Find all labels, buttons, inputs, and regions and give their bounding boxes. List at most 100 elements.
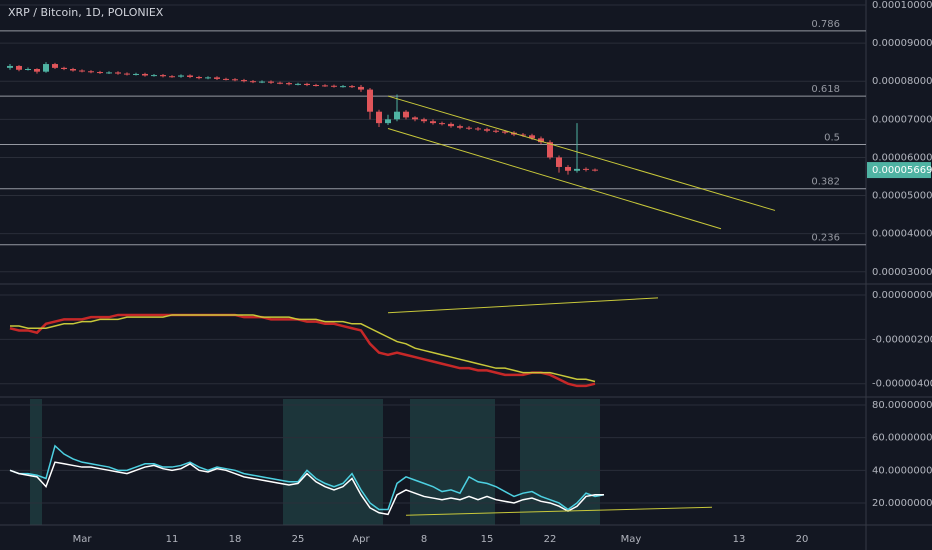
x-tick-label: 13 — [733, 534, 746, 545]
candle-body — [142, 73, 148, 76]
y-tick-label: -0.00000400 — [872, 379, 932, 390]
series-line — [10, 314, 596, 383]
candle-body — [169, 76, 175, 78]
candle-body — [421, 119, 427, 122]
candle-body — [448, 123, 454, 127]
candle-body — [358, 86, 364, 90]
candle-body — [187, 75, 193, 78]
candle-body — [268, 81, 274, 83]
candle-body — [502, 131, 508, 133]
band — [283, 399, 383, 525]
x-tick-label: 25 — [292, 534, 305, 545]
y-tick-label: 0.00005000 — [872, 191, 932, 202]
fib-label: 0.5 — [824, 132, 840, 143]
x-tick-label: 22 — [544, 534, 557, 545]
candle-body — [61, 67, 67, 69]
trendline — [387, 297, 659, 314]
candle-body — [322, 85, 328, 87]
series-line — [9, 313, 596, 388]
candle-body — [16, 65, 22, 70]
x-tick-label: Apr — [352, 534, 370, 545]
candle-body — [493, 130, 499, 132]
fib-label: 0.618 — [811, 84, 840, 95]
candle-body — [151, 75, 157, 77]
candle-body — [475, 128, 481, 130]
candle-body — [565, 166, 571, 171]
y-tick-label: 0.00009000 — [872, 38, 932, 49]
x-tick-label: 8 — [421, 534, 427, 545]
candle-body — [223, 78, 229, 80]
y-tick-label: 0.00008000 — [872, 76, 932, 87]
candle-body — [34, 68, 40, 72]
candle-body — [241, 80, 247, 82]
candle-body — [52, 64, 58, 68]
x-tick-label: Mar — [73, 534, 93, 545]
last-price-label: 0.00005669 — [872, 165, 932, 176]
x-tick-label: 15 — [481, 534, 494, 545]
band — [410, 399, 495, 525]
candle-body — [529, 135, 535, 139]
candle-body — [367, 89, 373, 112]
candle-body — [412, 117, 418, 120]
candle-body — [583, 168, 589, 170]
candle-body — [394, 111, 400, 120]
candle-body — [70, 68, 76, 71]
series-line — [9, 461, 604, 516]
candle-body — [340, 86, 346, 88]
x-tick-label: May — [621, 534, 642, 545]
candle-body — [466, 127, 472, 129]
candle-body — [160, 75, 166, 77]
trendline — [387, 95, 776, 211]
y-tick-label: 20.00000000 — [872, 498, 932, 509]
y-tick-label: 40.00000000 — [872, 465, 932, 476]
y-tick-label: 0.00010000 — [872, 0, 932, 11]
candle-body — [205, 77, 211, 79]
y-tick-label: 0.00003000 — [872, 267, 932, 278]
candle-body — [592, 169, 598, 171]
candle-body — [106, 72, 112, 74]
candle-body — [430, 121, 436, 124]
y-tick-label: -0.00000200 — [872, 334, 932, 345]
candle-body — [259, 81, 265, 83]
candle-body — [178, 75, 184, 77]
candle-body — [286, 83, 292, 85]
candle-body — [538, 138, 544, 143]
candle-body — [376, 111, 382, 124]
x-tick-label: 11 — [166, 534, 179, 545]
candle-body — [520, 134, 526, 136]
y-tick-label: 0.00007000 — [872, 114, 932, 125]
fib-label: 0.382 — [811, 177, 840, 188]
x-tick-label: 18 — [229, 534, 242, 545]
y-tick-label: 80.00000000 — [872, 400, 932, 411]
candle-body — [313, 85, 319, 87]
last-price-box — [867, 162, 931, 179]
y-tick-label: 60.00000000 — [872, 433, 932, 444]
candle-body — [484, 129, 490, 131]
candle-body — [7, 65, 13, 68]
fib-label: 0.786 — [811, 19, 840, 30]
candle-body — [232, 79, 238, 81]
candle-body — [439, 123, 445, 125]
fib-label: 0.236 — [811, 233, 840, 244]
candle-body — [304, 83, 310, 86]
candle-body — [250, 81, 256, 83]
candle-body — [556, 157, 562, 167]
trendline — [405, 506, 713, 516]
candle-body — [133, 73, 139, 75]
candle-body — [43, 64, 49, 72]
candle-body — [295, 83, 301, 85]
candle-body — [385, 119, 391, 124]
series-line — [9, 444, 605, 511]
candle-body — [277, 82, 283, 84]
candle-body — [79, 70, 85, 72]
x-tick-label: 20 — [796, 534, 809, 545]
candle-body — [457, 126, 463, 128]
y-tick-label: 0.00004000 — [872, 229, 932, 240]
candle-body — [331, 85, 337, 87]
candle-body — [115, 72, 121, 74]
y-tick-label: 0.00000000 — [872, 290, 932, 301]
candle-body — [25, 68, 31, 70]
